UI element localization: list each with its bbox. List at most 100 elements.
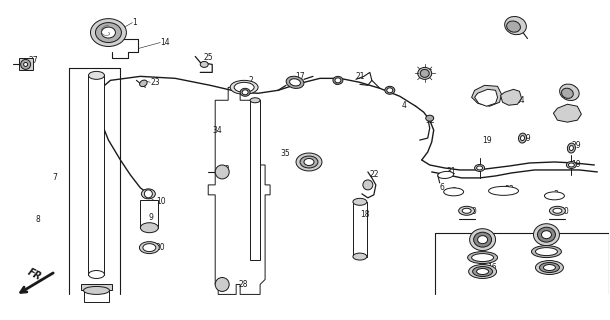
Bar xyxy=(88,76,104,275)
Ellipse shape xyxy=(420,69,429,77)
Ellipse shape xyxy=(140,80,147,87)
Text: 35: 35 xyxy=(280,148,290,157)
Ellipse shape xyxy=(335,78,341,83)
Ellipse shape xyxy=(476,268,489,275)
Text: 22: 22 xyxy=(370,171,379,180)
Ellipse shape xyxy=(473,232,492,247)
Ellipse shape xyxy=(242,90,248,95)
Ellipse shape xyxy=(473,267,492,276)
Ellipse shape xyxy=(550,206,565,215)
Ellipse shape xyxy=(536,260,564,275)
Ellipse shape xyxy=(478,236,487,244)
Ellipse shape xyxy=(443,188,464,196)
Ellipse shape xyxy=(88,270,104,278)
Ellipse shape xyxy=(101,27,115,38)
Ellipse shape xyxy=(240,88,250,96)
Ellipse shape xyxy=(553,208,562,213)
Text: 8: 8 xyxy=(35,215,40,224)
Ellipse shape xyxy=(230,80,258,94)
Text: 34: 34 xyxy=(212,126,222,135)
Ellipse shape xyxy=(489,186,518,195)
Ellipse shape xyxy=(142,189,156,199)
Ellipse shape xyxy=(559,84,579,100)
Text: FR.: FR. xyxy=(26,266,46,284)
Text: 14: 14 xyxy=(160,38,170,47)
Text: 23: 23 xyxy=(150,78,160,87)
Ellipse shape xyxy=(520,136,525,140)
Ellipse shape xyxy=(537,227,556,242)
Text: 28: 28 xyxy=(220,165,230,174)
Text: 24: 24 xyxy=(515,96,525,105)
Text: 26: 26 xyxy=(424,69,433,78)
Bar xyxy=(250,100,260,260)
Ellipse shape xyxy=(459,206,475,215)
Text: 16: 16 xyxy=(487,263,497,272)
Circle shape xyxy=(215,165,229,179)
Text: 21: 21 xyxy=(356,72,365,81)
Ellipse shape xyxy=(476,166,483,170)
Text: 25: 25 xyxy=(203,53,213,62)
Ellipse shape xyxy=(544,265,556,270)
Ellipse shape xyxy=(90,19,126,46)
Text: 5: 5 xyxy=(515,18,520,27)
Text: 11: 11 xyxy=(312,160,321,170)
Text: 27: 27 xyxy=(29,56,38,65)
Polygon shape xyxy=(472,85,501,106)
Text: 29: 29 xyxy=(522,133,531,143)
Ellipse shape xyxy=(353,198,367,205)
Text: 1: 1 xyxy=(132,18,137,27)
Ellipse shape xyxy=(296,153,322,171)
Text: 28: 28 xyxy=(238,280,248,289)
Polygon shape xyxy=(553,104,581,122)
Bar xyxy=(353,202,367,257)
Ellipse shape xyxy=(518,133,526,143)
Ellipse shape xyxy=(468,252,498,264)
Text: 12: 12 xyxy=(486,233,495,242)
Text: 4: 4 xyxy=(402,101,407,110)
Text: 32: 32 xyxy=(426,116,436,125)
Ellipse shape xyxy=(569,163,575,167)
Polygon shape xyxy=(208,87,270,294)
Text: 7: 7 xyxy=(52,173,57,182)
Ellipse shape xyxy=(426,115,434,121)
Text: 20: 20 xyxy=(156,243,165,252)
Ellipse shape xyxy=(234,82,254,92)
Text: 33: 33 xyxy=(504,185,514,194)
Ellipse shape xyxy=(468,265,497,278)
Circle shape xyxy=(145,190,152,198)
Ellipse shape xyxy=(534,224,559,246)
Ellipse shape xyxy=(567,162,576,168)
Ellipse shape xyxy=(569,146,573,150)
Ellipse shape xyxy=(475,164,484,172)
Text: 30: 30 xyxy=(468,207,478,216)
Circle shape xyxy=(215,277,229,292)
Ellipse shape xyxy=(504,16,526,35)
Ellipse shape xyxy=(545,192,564,200)
Text: 2: 2 xyxy=(388,86,393,95)
Text: 10: 10 xyxy=(156,197,166,206)
Text: 2: 2 xyxy=(335,78,340,87)
Ellipse shape xyxy=(418,68,432,79)
Ellipse shape xyxy=(385,86,395,94)
Ellipse shape xyxy=(286,76,304,88)
Polygon shape xyxy=(475,89,498,106)
Ellipse shape xyxy=(536,248,558,256)
Ellipse shape xyxy=(470,229,495,251)
Ellipse shape xyxy=(531,246,561,258)
Ellipse shape xyxy=(290,79,301,86)
Bar xyxy=(19,59,32,70)
Text: 6: 6 xyxy=(440,183,445,192)
Circle shape xyxy=(363,180,373,190)
Circle shape xyxy=(24,62,27,67)
Ellipse shape xyxy=(304,158,314,165)
Text: 19: 19 xyxy=(572,160,581,170)
Ellipse shape xyxy=(472,253,493,261)
Ellipse shape xyxy=(462,208,471,213)
Text: 29: 29 xyxy=(572,140,581,149)
Ellipse shape xyxy=(567,143,575,153)
Ellipse shape xyxy=(353,253,367,260)
Ellipse shape xyxy=(333,76,343,84)
Text: 3: 3 xyxy=(451,188,456,196)
Text: 3: 3 xyxy=(553,190,558,199)
Text: 15: 15 xyxy=(572,111,581,120)
